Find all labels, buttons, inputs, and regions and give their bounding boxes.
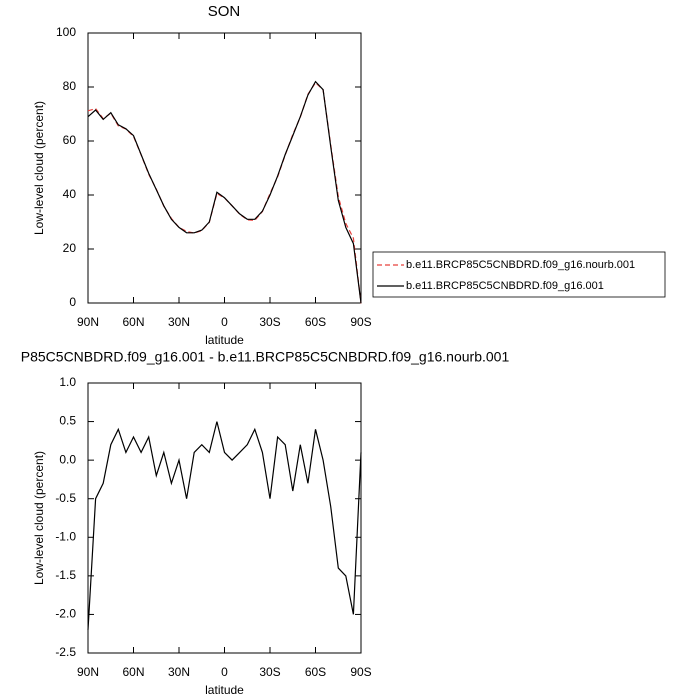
x-axis-label: latitude: [205, 683, 244, 697]
data-line: [87, 80, 362, 304]
x-tick-label: 60S: [305, 315, 326, 329]
y-tick-label: 1.0: [59, 375, 76, 389]
y-axis-label: Low-level cloud (percent): [32, 101, 46, 235]
y-tick-label: 80: [63, 79, 77, 93]
x-tick-label: 30N: [168, 665, 190, 679]
plot-frame: [87, 32, 362, 304]
x-tick-label: 30S: [259, 315, 280, 329]
y-tick-label: 0.0: [59, 452, 76, 466]
y-tick-label: -2.5: [55, 645, 76, 659]
chart-title: SON: [208, 3, 241, 20]
plot-frame: [87, 382, 362, 654]
y-tick-label: 0.5: [59, 414, 76, 428]
y-tick-label: -0.5: [55, 491, 76, 505]
y-tick-label: 20: [63, 241, 77, 255]
chart-title: P85C5CNBDRD.f09_g16.001 - b.e11.BRCP85C5…: [21, 349, 510, 365]
y-axis-label: Low-level cloud (percent): [32, 451, 46, 585]
x-tick-label: 60N: [122, 315, 144, 329]
x-tick-label: 90S: [350, 665, 371, 679]
y-tick-label: -2.0: [55, 607, 76, 621]
y-tick-label: -1.5: [55, 568, 76, 582]
y-tick-label: 40: [63, 187, 77, 201]
data-line: [87, 421, 362, 630]
x-tick-label: 30S: [259, 665, 280, 679]
legend-label: b.e11.BRCP85C5CNBDRD.f09_g16.001: [406, 280, 604, 292]
y-tick-label: 100: [56, 25, 76, 39]
x-tick-label: 90N: [77, 665, 99, 679]
y-tick-label: 60: [63, 133, 77, 147]
x-tick-label: 0: [221, 665, 228, 679]
x-tick-label: 30N: [168, 315, 190, 329]
x-tick-label: 60N: [122, 665, 144, 679]
x-tick-label: 0: [221, 315, 228, 329]
legend-label: b.e11.BRCP85C5CNBDRD.f09_g16.nourb.001: [406, 259, 635, 271]
x-axis-label: latitude: [205, 333, 244, 347]
y-tick-label: -1.0: [55, 529, 76, 543]
data-line: [87, 81, 362, 304]
x-tick-label: 90N: [77, 315, 99, 329]
legend-box: [372, 251, 666, 298]
x-tick-label: 90S: [350, 315, 371, 329]
x-tick-label: 60S: [305, 665, 326, 679]
y-tick-label: 0: [69, 295, 76, 309]
